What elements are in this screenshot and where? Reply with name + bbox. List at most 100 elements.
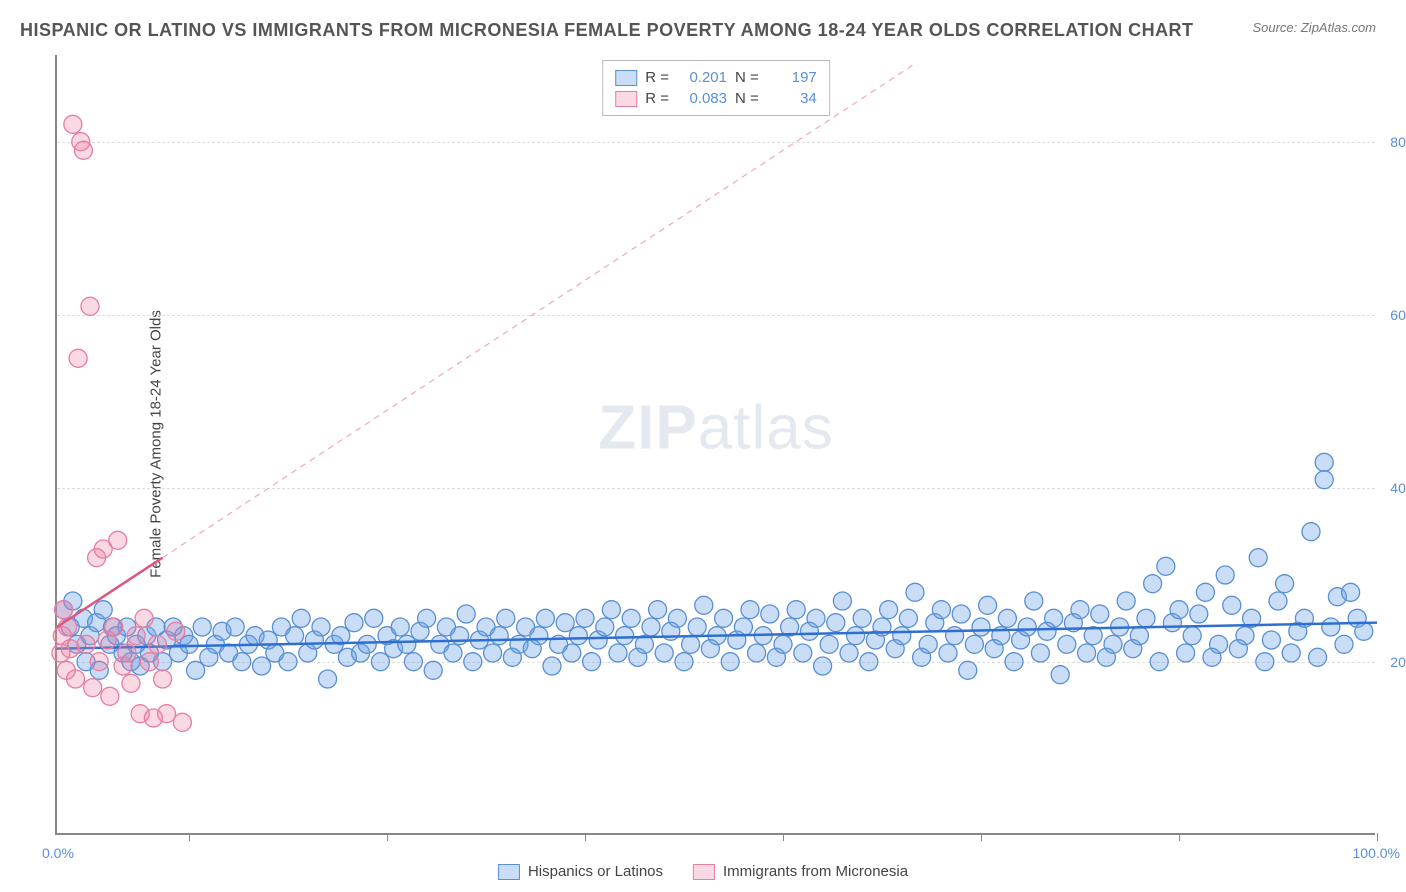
scatter-point bbox=[880, 601, 898, 619]
scatter-point bbox=[847, 627, 865, 645]
x-tick bbox=[387, 833, 388, 841]
scatter-point bbox=[833, 592, 851, 610]
scatter-point bbox=[1144, 575, 1162, 593]
scatter-point bbox=[94, 601, 112, 619]
scatter-point bbox=[1183, 627, 1201, 645]
scatter-point bbox=[583, 653, 601, 671]
scatter-point bbox=[64, 115, 82, 133]
scatter-point bbox=[1223, 596, 1241, 614]
scatter-point bbox=[1091, 605, 1109, 623]
legend-label-1: Hispanics or Latinos bbox=[528, 863, 663, 880]
scatter-point bbox=[464, 653, 482, 671]
scatter-point bbox=[682, 635, 700, 653]
scatter-point bbox=[1045, 609, 1063, 627]
n-val-1: 197 bbox=[767, 69, 817, 86]
scatter-point bbox=[140, 653, 158, 671]
scatter-point bbox=[602, 601, 620, 619]
scatter-point bbox=[497, 609, 515, 627]
y-tick-label: 80.0% bbox=[1380, 134, 1406, 150]
scatter-point bbox=[1150, 653, 1168, 671]
scatter-point bbox=[1130, 627, 1148, 645]
scatter-point bbox=[66, 670, 84, 688]
scatter-point bbox=[457, 605, 475, 623]
scatter-point bbox=[74, 141, 92, 159]
scatter-point bbox=[1190, 605, 1208, 623]
scatter-point bbox=[193, 618, 211, 636]
legend-item-pink: Immigrants from Micronesia bbox=[693, 863, 908, 880]
scatter-point bbox=[899, 609, 917, 627]
scatter-point bbox=[1177, 644, 1195, 662]
scatter-point bbox=[1157, 557, 1175, 575]
scatter-point bbox=[105, 618, 123, 636]
scatter-point bbox=[1315, 453, 1333, 471]
scatter-point bbox=[135, 609, 153, 627]
scatter-point bbox=[424, 661, 442, 679]
scatter-point bbox=[569, 627, 587, 645]
scatter-point bbox=[853, 609, 871, 627]
scatter-point bbox=[77, 635, 95, 653]
scatter-point bbox=[69, 349, 87, 367]
scatter-point bbox=[952, 605, 970, 623]
stats-row-blue: R = 0.201 N = 197 bbox=[615, 67, 817, 88]
scatter-point bbox=[1276, 575, 1294, 593]
r-val-1: 0.201 bbox=[677, 69, 727, 86]
scatter-point bbox=[286, 627, 304, 645]
scatter-point bbox=[444, 644, 462, 662]
scatter-point bbox=[1335, 635, 1353, 653]
x-tick bbox=[585, 833, 586, 841]
stats-row-pink: R = 0.083 N = 34 bbox=[615, 88, 817, 109]
scatter-point bbox=[596, 618, 614, 636]
swatch-blue-icon bbox=[615, 70, 637, 86]
scatter-point bbox=[1282, 644, 1300, 662]
scatter-point bbox=[109, 531, 127, 549]
n-label-1: N = bbox=[735, 69, 759, 86]
scatter-point bbox=[1342, 583, 1360, 601]
scatter-point bbox=[530, 627, 548, 645]
scatter-point bbox=[148, 635, 166, 653]
x-tick bbox=[1377, 833, 1378, 841]
scatter-point bbox=[1005, 653, 1023, 671]
scatter-point bbox=[167, 622, 185, 640]
scatter-point bbox=[741, 601, 759, 619]
scatter-point bbox=[959, 661, 977, 679]
scatter-point bbox=[1058, 635, 1076, 653]
scatter-point bbox=[642, 618, 660, 636]
scatter-point bbox=[734, 618, 752, 636]
scatter-point bbox=[1216, 566, 1234, 584]
scatter-point bbox=[919, 635, 937, 653]
scatter-point bbox=[860, 653, 878, 671]
scatter-point bbox=[946, 627, 964, 645]
legend-label-2: Immigrants from Micronesia bbox=[723, 863, 908, 880]
scatter-point bbox=[81, 297, 99, 315]
scatter-point bbox=[1071, 601, 1089, 619]
scatter-point bbox=[365, 609, 383, 627]
legend-swatch-pink-icon bbox=[693, 864, 715, 880]
trend-line-ext bbox=[163, 64, 915, 558]
x-tick bbox=[189, 833, 190, 841]
scatter-point bbox=[1315, 471, 1333, 489]
scatter-point bbox=[358, 635, 376, 653]
scatter-point bbox=[748, 644, 766, 662]
n-label-2: N = bbox=[735, 90, 759, 107]
x-tick bbox=[981, 833, 982, 841]
scatter-svg bbox=[57, 55, 1375, 833]
scatter-point bbox=[827, 614, 845, 632]
scatter-point bbox=[794, 644, 812, 662]
scatter-point bbox=[1269, 592, 1287, 610]
scatter-point bbox=[490, 627, 508, 645]
scatter-point bbox=[1309, 648, 1327, 666]
legend-swatch-blue-icon bbox=[498, 864, 520, 880]
scatter-point bbox=[1302, 523, 1320, 541]
scatter-point bbox=[979, 596, 997, 614]
bottom-legend: Hispanics or Latinos Immigrants from Mic… bbox=[498, 863, 908, 880]
r-label-1: R = bbox=[645, 69, 669, 86]
scatter-point bbox=[1256, 653, 1274, 671]
scatter-point bbox=[1018, 618, 1036, 636]
scatter-point bbox=[1210, 635, 1228, 653]
scatter-point bbox=[1025, 592, 1043, 610]
scatter-point bbox=[312, 618, 330, 636]
scatter-point bbox=[127, 627, 145, 645]
scatter-point bbox=[807, 609, 825, 627]
scatter-point bbox=[893, 627, 911, 645]
scatter-point bbox=[154, 670, 172, 688]
